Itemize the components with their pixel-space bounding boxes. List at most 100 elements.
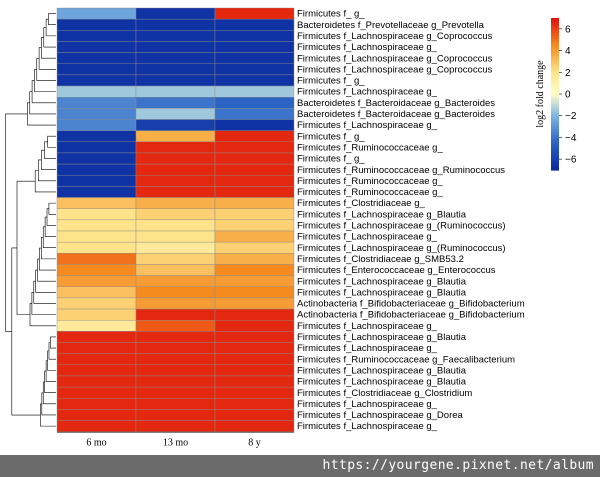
heatmap-cell	[56, 74, 137, 87]
row-label: Firmicutes f_Lachnospiraceae g_Coprococc…	[297, 31, 493, 42]
color-scale-segment	[551, 71, 559, 75]
heatmap-cell	[135, 208, 216, 221]
dendrogram-branch	[42, 226, 56, 249]
heatmap-cell	[56, 175, 137, 187]
heatmap-cell	[135, 275, 216, 287]
color-scale-segment	[551, 61, 559, 65]
column-labels: 6 mo 13 mo 8 y	[86, 438, 260, 449]
color-scale-tick-label: −4	[565, 133, 577, 144]
color-scale-segment	[551, 40, 559, 44]
heatmap-cell	[135, 420, 216, 432]
heatmap-cell	[135, 63, 216, 76]
heatmap-chart: Firmicutes f_ g_Bacteroidetes f_Prevotel…	[5, 7, 577, 449]
heatmap-cell	[214, 219, 295, 232]
heatmap-cell	[56, 197, 137, 209]
row-dendrogram	[5, 13, 56, 427]
color-scale-segment	[551, 121, 559, 125]
dendrogram-branch	[41, 149, 56, 170]
heatmap-cell	[214, 308, 295, 321]
heatmap-cell	[214, 41, 295, 53]
heatmap-cell	[214, 186, 295, 198]
color-scale-segment	[551, 167, 559, 171]
heatmap-cell	[135, 141, 216, 154]
heatmap-cell	[56, 85, 137, 98]
row-labels: Firmicutes f_ g_Bacteroidetes f_Prevotel…	[297, 9, 525, 433]
row-label: Bacteroidetes f_Bacteroidaceae g_Bactero…	[297, 98, 495, 109]
color-scale-segment	[551, 111, 559, 115]
heatmap-cell	[214, 320, 295, 332]
heatmap-cell	[56, 264, 137, 276]
row-label: Actinobacteria f_Bifidobacteriaceae g_Bi…	[297, 299, 525, 310]
row-label: Firmicutes f_Ruminococcaceae g_	[297, 187, 443, 198]
row-label: Firmicutes f_Lachnospiraceae g_	[297, 120, 438, 131]
color-scale-segment	[551, 83, 559, 87]
dendrogram-branch	[43, 27, 56, 48]
heatmap-cell	[214, 130, 295, 142]
heatmap-cell	[56, 331, 137, 343]
color-scale-segment	[551, 28, 559, 32]
row-label: Firmicutes f_Clostridiaceae g_	[297, 198, 425, 209]
row-label: Firmicutes f_Ruminococcaceae g_	[297, 176, 443, 187]
heatmap-cell	[214, 175, 295, 187]
heatmap-cell	[135, 163, 216, 176]
color-scale-segment	[551, 73, 559, 77]
color-scale-segment	[551, 86, 559, 90]
row-label: Firmicutes f_Lachnospiraceae g_	[297, 421, 438, 432]
row-label: Firmicutes f_ g_	[297, 9, 365, 20]
dendrogram-branch	[47, 135, 56, 148]
color-scale-segment	[551, 119, 559, 123]
heatmap-cell	[56, 297, 137, 310]
color-scale-segment	[551, 76, 559, 80]
row-label: Firmicutes f_Lachnospiraceae g_Blautia	[297, 276, 467, 287]
heatmap-cell	[56, 152, 137, 165]
heatmap-cell	[56, 96, 137, 109]
dendrogram-branch	[11, 247, 41, 416]
color-scale-segment	[551, 137, 559, 141]
column-label: 6 mo	[86, 438, 106, 449]
color-scale-segment	[551, 139, 559, 143]
color-scale-segment	[551, 144, 559, 148]
heatmap-cell	[214, 398, 295, 410]
heatmap-cell	[56, 41, 137, 53]
heatmap-cell	[214, 163, 295, 176]
heatmap-cell	[135, 186, 216, 198]
dendrogram-branch	[46, 208, 56, 226]
heatmap-cell	[135, 230, 216, 243]
heatmap-cell	[56, 342, 137, 354]
heatmap-cell	[214, 241, 295, 254]
row-label: Firmicutes f_Lachnospiraceae g_	[297, 42, 438, 53]
color-scale-segment	[551, 88, 559, 93]
row-label: Firmicutes f_Ruminococcaceae g_Ruminococ…	[297, 165, 505, 176]
color-scale-segment	[551, 81, 559, 85]
color-scale-tick-label: −2	[565, 111, 577, 122]
heatmap-cell	[214, 63, 295, 76]
color-scale-segment	[551, 154, 559, 158]
column-label: 8 y	[248, 438, 261, 449]
dendrogram-branch	[38, 159, 56, 182]
heatmap-cell	[56, 119, 137, 131]
row-label: Firmicutes f_ g_	[297, 154, 365, 165]
color-scale-segment	[551, 152, 559, 156]
color-scale-segment	[551, 147, 559, 151]
color-scale-segment	[551, 94, 559, 98]
color-scale-tick-label: 4	[565, 46, 571, 57]
heatmap-cell	[214, 108, 295, 120]
row-label: Firmicutes f_Lachnospiraceae g_Blautia	[297, 209, 467, 220]
row-label: Firmicutes f_Lachnospiraceae g_Blautia	[297, 365, 467, 376]
color-scale-segment	[551, 68, 559, 72]
heatmap-cell	[56, 7, 137, 20]
row-label: Firmicutes f_Lachnospiraceae g_	[297, 343, 438, 354]
heatmap-cell	[135, 175, 216, 187]
heatmap-cell	[56, 275, 137, 287]
heatmap-cell	[135, 342, 216, 354]
heatmap-cell	[214, 297, 295, 310]
heatmap-cell	[135, 297, 216, 310]
heatmap-cell	[135, 308, 216, 321]
heatmap-cell	[214, 96, 295, 109]
heatmap-cell	[56, 241, 137, 254]
heatmap-cell	[56, 130, 137, 142]
color-scale-segment	[551, 53, 559, 57]
color-scale-segment	[551, 58, 559, 62]
color-scale-segment	[551, 99, 559, 103]
row-label: Bacteroidetes f_Prevotellaceae g_Prevote…	[297, 20, 485, 31]
